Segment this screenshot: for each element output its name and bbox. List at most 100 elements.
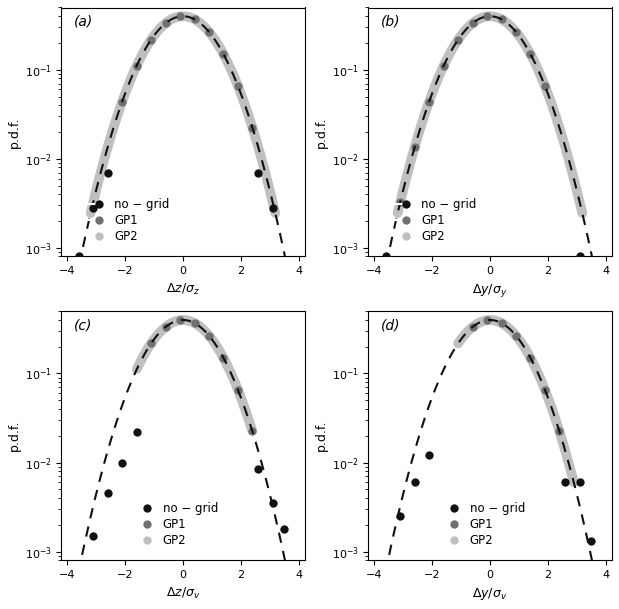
GP2	[534, 66, 542, 74]
GP1	[234, 386, 241, 393]
Line: GP1: GP1	[396, 12, 549, 206]
GP1	[411, 143, 418, 150]
GP1	[176, 317, 184, 324]
Line: GP2: GP2	[90, 16, 275, 213]
GP1	[513, 332, 520, 339]
no − grid	[397, 513, 404, 520]
GP1	[234, 82, 241, 90]
GP2	[579, 209, 586, 217]
GP1	[162, 323, 170, 331]
no − grid	[280, 525, 288, 532]
GP1	[147, 36, 155, 43]
GP1	[425, 98, 433, 105]
no − grid	[118, 459, 126, 466]
GP1	[527, 51, 534, 58]
GP2	[227, 66, 235, 74]
GP2	[486, 316, 493, 323]
X-axis label: $\Delta z/\sigma_v$: $\Delta z/\sigma_v$	[166, 585, 200, 600]
GP2	[128, 73, 136, 80]
GP1	[469, 19, 476, 27]
Line: GP2: GP2	[458, 320, 574, 482]
GP2	[248, 427, 256, 434]
GP2	[87, 209, 94, 217]
GP2	[154, 331, 162, 339]
GP1	[162, 19, 170, 27]
no − grid	[104, 169, 111, 176]
GP1	[469, 323, 476, 331]
GP2	[545, 93, 553, 100]
no − grid	[382, 253, 389, 260]
no − grid	[576, 479, 583, 486]
no − grid	[90, 532, 97, 540]
GP2	[133, 365, 141, 373]
Y-axis label: p.d.f.: p.d.f.	[314, 420, 327, 451]
GP2	[222, 358, 229, 365]
GP1	[397, 199, 404, 206]
GP1	[541, 386, 548, 393]
GP2	[435, 73, 443, 80]
Legend: no − grid, GP1, GP2: no − grid, GP1, GP2	[87, 198, 170, 243]
GP2	[219, 353, 227, 360]
GP2	[486, 13, 493, 20]
no − grid	[587, 538, 595, 545]
Line: no − grid: no − grid	[382, 252, 584, 261]
GP1	[527, 354, 534, 362]
GP1	[454, 36, 462, 43]
no − grid	[254, 169, 262, 176]
X-axis label: $\Delta y/\sigma_y$: $\Delta y/\sigma_y$	[472, 282, 508, 299]
Line: GP1: GP1	[147, 316, 257, 435]
GP2	[570, 479, 578, 486]
GP2	[565, 155, 573, 163]
GP2	[179, 13, 186, 20]
Legend: no − grid, GP1, GP2: no − grid, GP1, GP2	[394, 198, 476, 243]
Line: GP2: GP2	[137, 320, 252, 431]
GP1	[220, 354, 227, 362]
no − grid	[269, 499, 276, 507]
GP1	[498, 320, 505, 327]
no − grid	[104, 490, 111, 497]
Text: (b): (b)	[381, 15, 400, 29]
Line: GP1: GP1	[118, 12, 257, 132]
no − grid	[561, 479, 569, 486]
GP2	[487, 316, 494, 323]
GP2	[545, 395, 552, 403]
Line: GP2: GP2	[397, 16, 582, 213]
GP2	[458, 31, 465, 38]
GP1	[176, 13, 184, 20]
GP2	[530, 360, 537, 367]
Legend: no − grid, GP1, GP2: no − grid, GP1, GP2	[443, 502, 525, 547]
GP1	[541, 82, 548, 90]
no − grid	[75, 253, 82, 260]
GP1	[220, 51, 227, 58]
no − grid	[133, 428, 141, 435]
GP1	[440, 62, 448, 69]
GP2	[197, 323, 204, 331]
Y-axis label: p.d.f.: p.d.f.	[314, 116, 327, 148]
Line: no − grid: no − grid	[396, 451, 595, 546]
Line: GP1: GP1	[469, 316, 563, 435]
GP1	[191, 320, 198, 327]
GP2	[200, 23, 207, 30]
GP1	[191, 16, 198, 23]
GP1	[556, 428, 563, 435]
GP1	[206, 28, 213, 35]
GP2	[471, 322, 478, 329]
GP2	[185, 317, 193, 325]
GP1	[483, 317, 491, 324]
GP2	[272, 209, 279, 217]
GP1	[513, 28, 520, 35]
Line: no − grid: no − grid	[89, 428, 288, 540]
GP2	[394, 209, 401, 217]
no − grid	[254, 465, 262, 473]
GP1	[206, 332, 213, 339]
GP2	[529, 357, 536, 365]
no − grid	[269, 205, 276, 212]
Line: no − grid: no − grid	[75, 169, 277, 261]
GP1	[249, 124, 256, 132]
GP1	[483, 13, 491, 20]
GP1	[498, 16, 505, 23]
GP2	[238, 93, 246, 100]
Text: (d): (d)	[381, 319, 400, 333]
no − grid	[425, 452, 433, 459]
Text: (a): (a)	[74, 15, 93, 29]
